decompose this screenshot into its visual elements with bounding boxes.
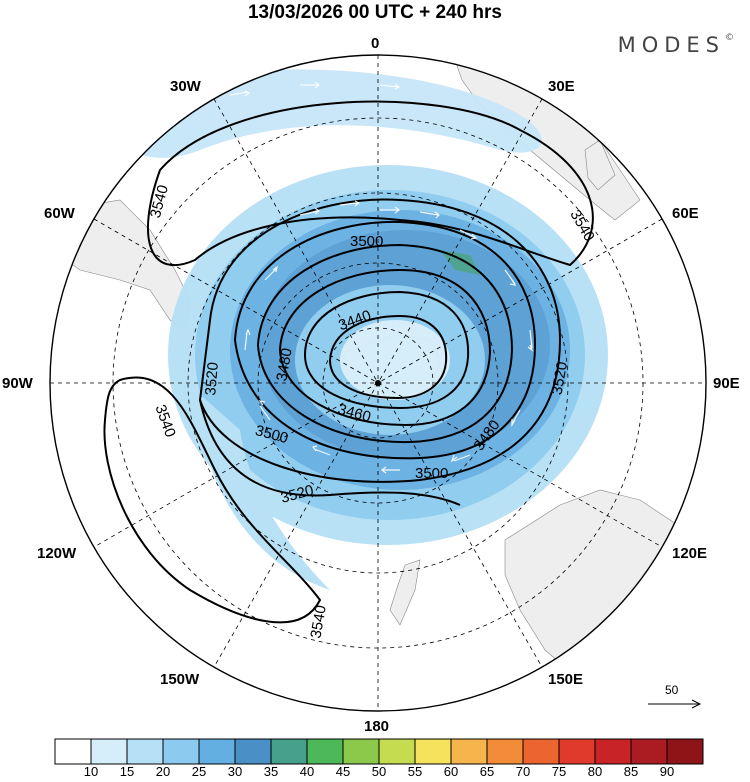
meridian-label-60w: 60W — [44, 205, 75, 222]
contour-label: 3480 — [273, 347, 296, 383]
meridian-label-150e: 150E — [548, 671, 584, 688]
contour-label: 3520 — [549, 360, 572, 396]
colorbar-tick-label: 50 — [371, 764, 387, 779]
meridian-label-0: 0 — [371, 35, 380, 52]
brand-name: MODES — [617, 33, 725, 57]
meridian-label-60e: 60E — [672, 205, 699, 222]
colorbar — [54, 738, 704, 765]
reference-vector-arrow — [648, 699, 702, 709]
meridian-label-30e: 30E — [548, 78, 575, 95]
colorbar-swatch — [198, 738, 236, 765]
land-new-zealand — [389, 559, 421, 626]
colorbar-tick-label: 20 — [155, 764, 171, 779]
contour-label: 3520 — [202, 361, 222, 396]
chart-title: 13/03/2026 00 UTC + 240 hrs — [247, 2, 503, 23]
colorbar-swatch — [558, 738, 596, 765]
colorbar-swatch — [522, 738, 560, 765]
meridian-label-120w: 120W — [37, 545, 77, 562]
colorbar-swatch — [306, 738, 344, 765]
brand-mark: © — [725, 33, 734, 43]
colorbar-swatch — [270, 738, 308, 765]
colorbar-tick-label: 65 — [479, 764, 495, 779]
reference-vector-value: 50 — [665, 683, 679, 697]
map-border — [49, 54, 707, 712]
colorbar-swatch — [450, 738, 488, 765]
meridian-label-120e: 120E — [672, 545, 708, 562]
colorbar-swatch — [414, 738, 452, 765]
colorbar-swatch — [234, 738, 272, 765]
contour-label: 3500 — [350, 233, 383, 250]
colorbar-tick-label: 55 — [407, 764, 423, 779]
colorbar-tick-label: 15 — [119, 764, 135, 779]
colorbar-tick-label: 90 — [659, 764, 675, 779]
colorbar-tick-label: 80 — [587, 764, 603, 779]
meridian-label-90e: 90E — [713, 375, 740, 392]
colorbar-swatch — [486, 738, 524, 765]
meridian-label-150w: 150W — [160, 671, 200, 688]
meridian-label-30w: 30W — [170, 78, 201, 95]
contour-label: 3500 — [415, 465, 448, 482]
south-pole-marker — [375, 380, 381, 386]
colorbar-tick-label: 70 — [515, 764, 531, 779]
colorbar-swatch — [126, 738, 164, 765]
colorbar-tick-label: 10 — [83, 764, 99, 779]
meridian-label-90w: 90W — [2, 375, 33, 392]
colorbar-tick-label: 85 — [623, 764, 639, 779]
colorbar-swatch — [162, 738, 200, 765]
wind-vectors — [169, 81, 534, 474]
colorbar-tick-label: 40 — [299, 764, 315, 779]
brand-logo: MODES© — [618, 33, 734, 57]
colorbar-tick-label: 60 — [443, 764, 459, 779]
colorbar-ticks: 10 15 20 25 30 35 40 45 50 55 60 65 70 75 80 85 90 — [0, 764, 750, 782]
land-madagascar — [584, 139, 616, 191]
geopotential-contours — [103, 100, 594, 624]
contour-label: 3540 — [307, 604, 330, 640]
colorbar-tick-label: 45 — [335, 764, 351, 779]
colorbar-swatch — [594, 738, 632, 765]
colorbar-swatch — [54, 738, 92, 765]
colorbar-swatch — [630, 738, 668, 765]
colorbar-swatch — [342, 738, 380, 765]
colorbar-tick-label: 25 — [191, 764, 207, 779]
colorbar-swatch — [378, 738, 416, 765]
colorbar-swatch — [666, 738, 704, 765]
colorbar-swatch — [90, 738, 128, 765]
colorbar-tick-label: 35 — [263, 764, 279, 779]
colorbar-tick-label: 30 — [227, 764, 243, 779]
colorbar-tick-label: 75 — [551, 764, 567, 779]
meridian-label-180: 180 — [364, 718, 390, 735]
